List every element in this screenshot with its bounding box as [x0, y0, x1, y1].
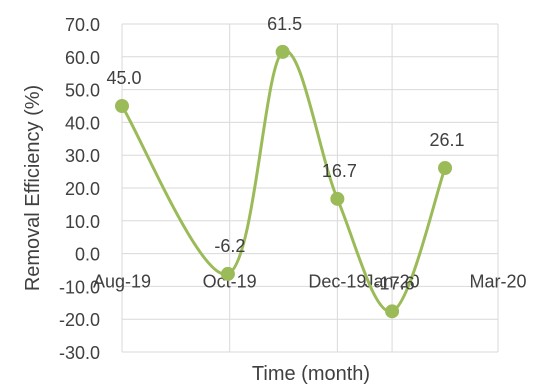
data-label: 16.7	[322, 161, 357, 181]
gridlines	[121, 23, 499, 353]
x-tick-label: Mar-20	[469, 272, 526, 292]
data-point	[330, 191, 345, 206]
data-label: 26.1	[430, 130, 465, 150]
x-tick-label: Jan-20	[365, 272, 420, 292]
data-point	[438, 160, 453, 175]
x-tick-label: Dec-19	[308, 272, 366, 292]
y-axis-ticks: 70.0 60.0 50.0 40.0 30.0 20.0 10.0 0.0 -10.0 -20.…	[59, 15, 100, 363]
data-label: 45.0	[106, 68, 141, 88]
y-tick-label: 40.0	[65, 113, 100, 133]
y-tick-label: -20.0	[59, 310, 100, 330]
data-labels: 45.0 -6.2 61.5 16.7 -17.6 26.1	[106, 14, 464, 293]
y-tick-label: 60.0	[65, 48, 100, 68]
data-markers	[115, 44, 453, 319]
y-tick-label: 20.0	[65, 179, 100, 199]
y-tick-label: -10.0	[59, 277, 100, 297]
x-axis-title: Time (month)	[252, 363, 370, 385]
y-tick-label: 70.0	[65, 15, 100, 35]
x-tick-label: Aug-19	[93, 272, 151, 292]
data-label: -6.2	[214, 236, 245, 256]
y-tick-label: 10.0	[65, 212, 100, 232]
data-point	[220, 266, 235, 281]
y-tick-label: -30.0	[59, 343, 100, 363]
data-point	[275, 44, 290, 59]
y-tick-label: 50.0	[65, 81, 100, 101]
y-tick-label: 0.0	[75, 245, 100, 265]
data-point	[115, 99, 129, 113]
y-axis-title: Removal Efficiency (%)	[22, 85, 44, 291]
data-label: 61.5	[267, 14, 302, 34]
y-tick-label: 30.0	[65, 146, 100, 166]
data-point	[385, 304, 400, 319]
x-tick-label: Oct-19	[203, 272, 257, 292]
data-label: -17.6	[374, 273, 415, 293]
